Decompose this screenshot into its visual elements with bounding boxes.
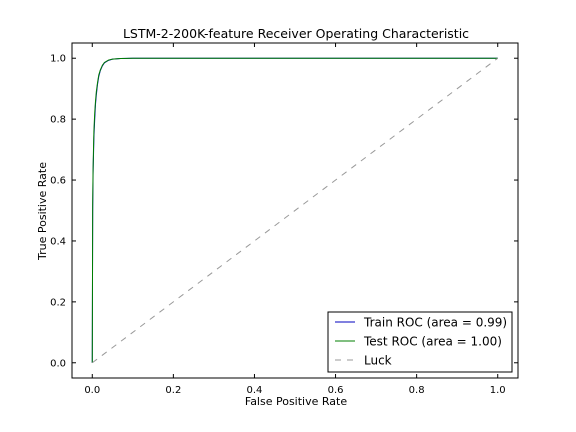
legend-label-0: Train ROC (area = 0.99) <box>363 316 507 330</box>
x-axis-label: False Positive Rate <box>245 395 347 408</box>
legend: Train ROC (area = 0.99) Test ROC (area = … <box>327 311 513 373</box>
legend-label-2: Luck <box>364 354 392 368</box>
y-tick-label: 0.2 <box>50 297 66 308</box>
y-tick-label: 0.4 <box>50 236 66 247</box>
y-axis-label: True Positive Rate <box>36 162 49 261</box>
x-tick-label: 0.6 <box>328 385 344 396</box>
ticks-layer: 0.0 0.2 0.4 0.6 0.8 1.0 0.0 0.2 0.4 0.6 0.8 1.0 <box>50 43 518 396</box>
y-tick-label: 0.8 <box>50 115 66 126</box>
x-tick-label: 0.8 <box>409 385 425 396</box>
legend-items: Train ROC (area = 0.99) Test ROC (area = … <box>335 316 507 368</box>
plot-area-frame <box>71 42 519 379</box>
x-tick-label: 0.0 <box>84 385 100 396</box>
x-tick-label: 0.4 <box>247 385 263 396</box>
x-tick-label: 0.2 <box>165 385 181 396</box>
y-tick-label: 0.6 <box>50 176 66 187</box>
series-line-2 <box>91 57 499 364</box>
x-tick-label: 1.0 <box>490 385 506 396</box>
series-layer <box>91 57 499 364</box>
legend-frame <box>327 311 513 373</box>
y-tick-label: 0.0 <box>50 358 66 369</box>
chart-title: LSTM-2-200K-feature Receiver Operating C… <box>123 26 469 41</box>
legend-label-1: Test ROC (area = 1.00) <box>363 335 502 349</box>
y-tick-label: 1.0 <box>50 54 66 65</box>
series-line-1 <box>91 57 498 363</box>
